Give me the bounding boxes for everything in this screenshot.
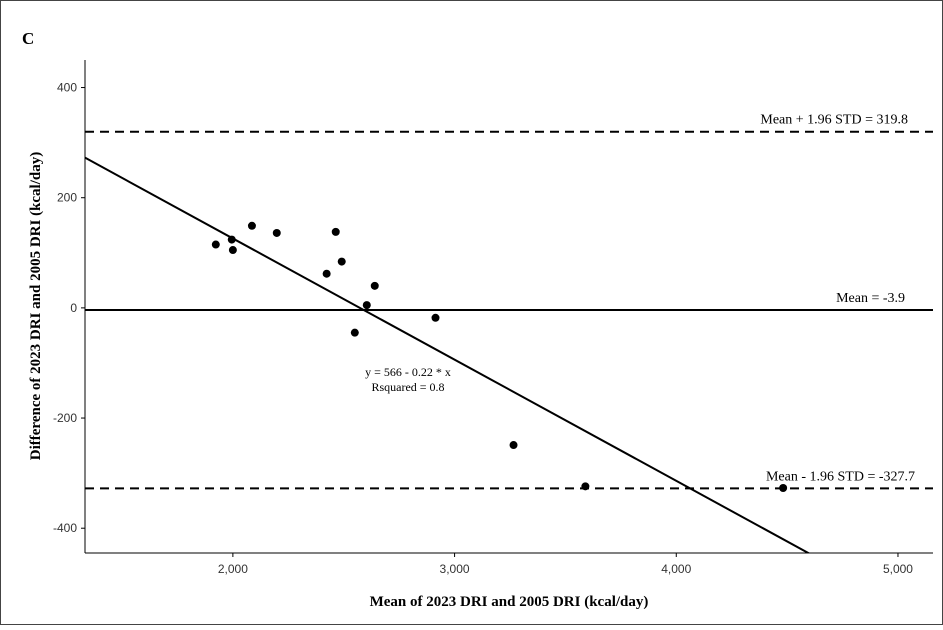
x-tick-label: 3,000 [440, 562, 470, 576]
point [431, 313, 440, 322]
point [272, 228, 281, 237]
point [362, 301, 371, 310]
reference-label: Mean + 1.96 STD = 319.8 [760, 113, 908, 128]
y-tick-label: 200 [57, 191, 77, 205]
x-tick-label: 5,000 [883, 562, 913, 576]
regression-equation: y = 566 - 0.22 * x [365, 365, 451, 379]
point [211, 240, 220, 249]
reference-label: Mean - 1.96 STD = -327.7 [766, 469, 915, 484]
y-tick-label: -400 [53, 521, 77, 535]
point [322, 269, 331, 278]
point [247, 221, 256, 230]
point [370, 281, 379, 290]
y-axis-label: Difference of 2023 DRI and 2005 DRI (kca… [28, 152, 44, 460]
point [228, 246, 237, 255]
point [331, 227, 340, 236]
point [581, 482, 590, 491]
regression-line [85, 156, 811, 553]
reference-label: Mean = -3.9 [836, 291, 905, 306]
x-tick-label: 4,000 [661, 562, 691, 576]
y-tick-label: 0 [70, 301, 77, 315]
x-axis-label: Mean of 2023 DRI and 2005 DRI (kcal/day) [370, 594, 649, 610]
point [779, 484, 788, 493]
regression-r-squared: Rsquared = 0.8 [371, 380, 444, 394]
x-tick-label: 2,000 [218, 562, 248, 576]
point [227, 235, 236, 244]
point [337, 257, 346, 266]
y-tick-label: -200 [53, 411, 77, 425]
point [350, 328, 359, 337]
point [509, 441, 518, 450]
y-tick-label: 400 [57, 81, 77, 95]
panel-label: C [22, 29, 34, 48]
